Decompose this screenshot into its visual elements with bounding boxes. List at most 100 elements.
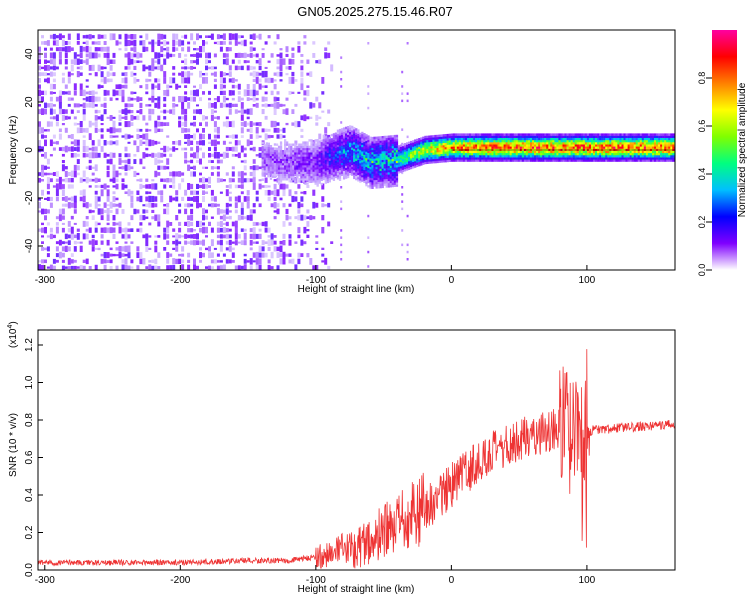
- heatmap-cell: [629, 133, 632, 136]
- heatmap-cell: [658, 137, 661, 141]
- heatmap-cell: [103, 34, 107, 39]
- heatmap-cell: [315, 241, 319, 244]
- heatmap-cell: [373, 164, 376, 168]
- heatmap-cell: [338, 148, 342, 151]
- heatmap-cell: [169, 171, 173, 177]
- heatmap-cell: [264, 96, 268, 102]
- heatmap-cell: [633, 150, 636, 154]
- heatmap-cell: [357, 157, 360, 160]
- heatmap-cell: [190, 90, 194, 96]
- heatmap-cell: [291, 258, 295, 264]
- heatmap-cell: [306, 72, 310, 76]
- heatmap-cell: [100, 258, 104, 264]
- heatmap-cell: [586, 155, 590, 158]
- heatmap-cell: [656, 144, 659, 147]
- heatmap-cell: [310, 147, 313, 151]
- heatmap-cell: [154, 120, 158, 128]
- heatmap-cell: [279, 134, 283, 140]
- heatmap-cell: [210, 33, 214, 40]
- heatmap-cell: [471, 155, 474, 158]
- heatmap-cell: [460, 152, 464, 156]
- heatmap-cell: [115, 128, 119, 133]
- heatmap-cell: [330, 142, 333, 145]
- heatmap-cell: [210, 196, 214, 202]
- heatmap-cell: [231, 97, 235, 101]
- heatmap-cell: [517, 159, 521, 162]
- heatmap-cell: [148, 260, 152, 263]
- heatmap-cell: [302, 147, 305, 151]
- heatmap-cell: [97, 110, 101, 114]
- heatmap-cell: [300, 59, 304, 64]
- heatmap-cell: [41, 241, 44, 244]
- heatmap-cell: [475, 142, 478, 145]
- heatmap-cell: [385, 174, 388, 177]
- heatmap-cell: [373, 175, 376, 178]
- heatmap-cell: [643, 150, 647, 154]
- heatmap-cell: [485, 144, 488, 147]
- heatmap-cell: [130, 91, 134, 95]
- heatmap-cell: [580, 152, 584, 156]
- heatmap-cell: [46, 191, 50, 195]
- heatmap-cell: [363, 133, 366, 136]
- heatmap-cell: [652, 159, 655, 162]
- heatmap-cell: [258, 258, 262, 265]
- heatmap-cell: [154, 196, 158, 202]
- heatmap-cell: [580, 146, 584, 149]
- heatmap-cell: [79, 245, 83, 252]
- heatmap-cell: [340, 143, 344, 146]
- heatmap-cell: [556, 157, 559, 160]
- heatmap-cell: [304, 158, 307, 161]
- heatmap-cell: [503, 152, 506, 156]
- heatmap-cell: [536, 152, 539, 156]
- heatmap-cell: [240, 208, 244, 215]
- heatmap-cell: [52, 72, 56, 77]
- heatmap-cell: [546, 139, 549, 143]
- heatmap-cell: [345, 150, 348, 153]
- heatmap-cell: [127, 189, 131, 197]
- heatmap-cell: [320, 152, 323, 155]
- heatmap-cell: [261, 159, 264, 162]
- heatmap-cell: [154, 258, 158, 265]
- heatmap-cell: [532, 135, 535, 138]
- heatmap-cell: [100, 189, 104, 197]
- heatmap-cell: [190, 72, 194, 76]
- heatmap-cell: [279, 152, 283, 155]
- heatmap-cell: [67, 97, 71, 101]
- heatmap-cell: [353, 129, 356, 132]
- heatmap-cell: [505, 142, 508, 145]
- heatmap-cell: [340, 169, 344, 172]
- heatmap-cell: [578, 137, 582, 141]
- heatmap-cell: [517, 135, 521, 138]
- heatmap-cell: [294, 152, 297, 155]
- heatmap-cell: [252, 122, 256, 126]
- heatmap-cell: [416, 149, 419, 152]
- heatmap-cell: [342, 164, 346, 167]
- heatmap-cell: [190, 66, 194, 70]
- heatmap-cell: [304, 173, 307, 177]
- heatmap-cell: [654, 150, 657, 154]
- heatmap-cell: [94, 152, 98, 159]
- heatmap-cell: [550, 142, 553, 145]
- heatmap-cell: [234, 33, 238, 41]
- heatmap-cell: [271, 149, 275, 152]
- heatmap-cell: [127, 103, 131, 108]
- heatmap-cell: [151, 209, 155, 213]
- heatmap-cell: [338, 161, 342, 164]
- heatmap-cell: [258, 78, 262, 83]
- heatmap-cell: [347, 136, 350, 140]
- heatmap-cell: [237, 177, 241, 183]
- heatmap-cell: [258, 222, 262, 226]
- heatmap-cell: [240, 97, 244, 101]
- heatmap-cell: [160, 64, 164, 72]
- heatmap-cell: [369, 179, 372, 183]
- heatmap-cell: [397, 164, 401, 167]
- heatmap-cell: [456, 144, 460, 147]
- heatmap-cell: [347, 145, 350, 148]
- heatmap-cell: [145, 203, 149, 207]
- heatmap-cell: [261, 185, 265, 188]
- heatmap-cell: [112, 52, 116, 58]
- heatmap-cell: [582, 146, 586, 149]
- heatmap-cell: [265, 148, 268, 152]
- heatmap-cell: [205, 266, 208, 269]
- heatmap-cell: [49, 71, 53, 77]
